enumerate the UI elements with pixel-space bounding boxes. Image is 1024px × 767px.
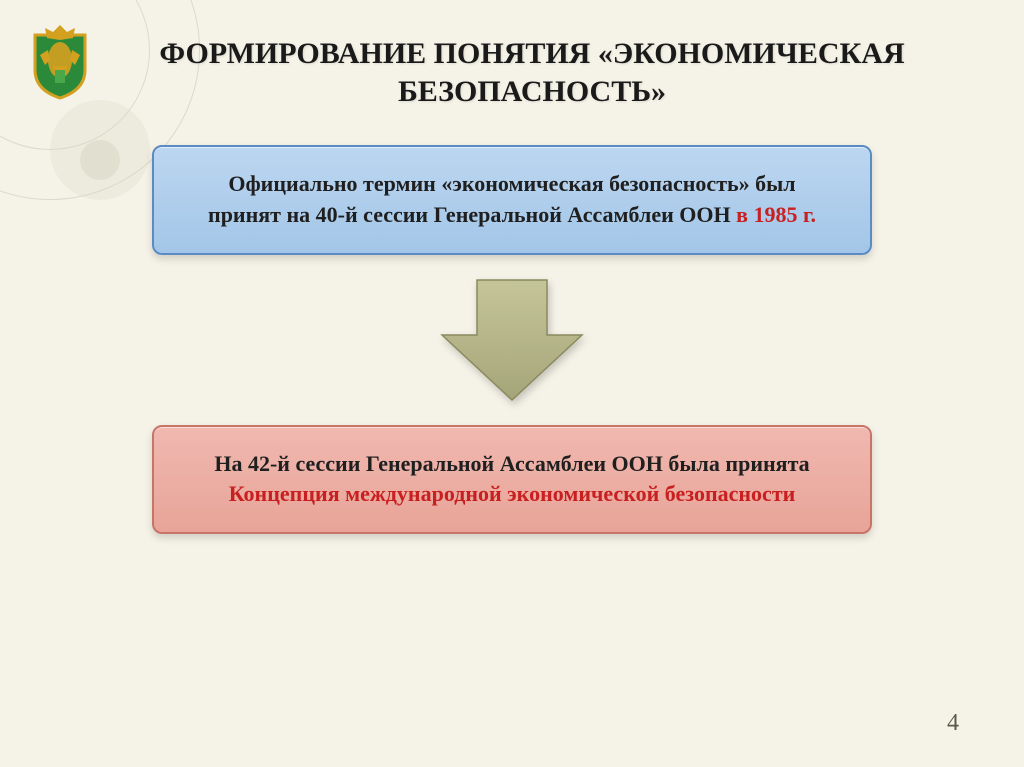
box1-highlight: в 1985 г. (736, 202, 816, 227)
box2-text: На 42-й сессии Генеральной Ассамблеи ООН… (214, 451, 809, 476)
slide-title: ФОРМИРОВАНИЕ ПОНЯТИЯ «ЭКОНОМИЧЕСКАЯ БЕЗО… (0, 0, 1024, 135)
box2-highlight: Концепция международной экономической бе… (229, 481, 796, 506)
box1-text: Официально термин «экономическая безопас… (208, 171, 796, 227)
info-box-2: На 42-й сессии Генеральной Ассамблеи ООН… (152, 425, 872, 535)
page-number: 4 (947, 710, 959, 737)
info-box-1: Официально термин «экономическая безопас… (152, 145, 872, 255)
content-area: Официально термин «экономическая безопас… (0, 135, 1024, 544)
arrow-down (437, 275, 587, 405)
